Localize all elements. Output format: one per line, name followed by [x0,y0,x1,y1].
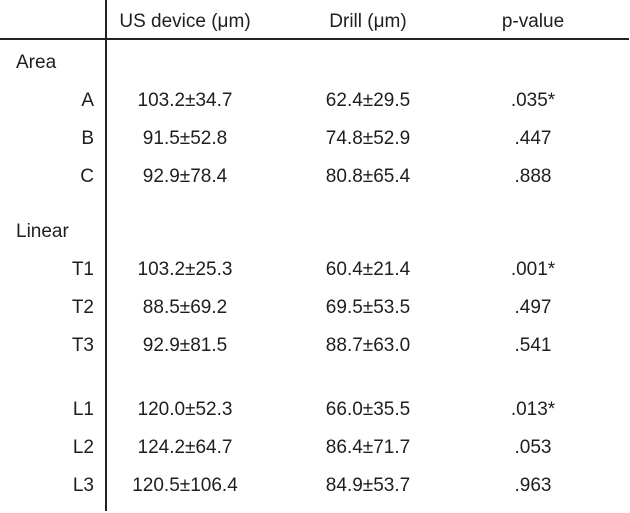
row-label: T2 [71,297,94,318]
cell: 103.2±34.7 [137,90,233,111]
cell: 120.5±106.4 [132,475,238,496]
cell: 60.4±21.4 [325,259,411,280]
cell: 69.5±53.5 [325,297,411,318]
column-header: Drill (μm) [329,11,407,32]
row-label: L3 [72,475,94,496]
cell: 86.4±71.7 [325,437,411,458]
column-header: p-value [501,11,565,32]
row-label: L1 [72,399,94,420]
cell: .053 [514,437,552,458]
cell: 84.9±53.7 [325,475,411,496]
cell: .497 [514,297,552,318]
vertical-rule [105,0,107,511]
cell: 120.0±52.3 [137,399,233,420]
cell: .447 [514,128,552,149]
section-label: Linear [16,221,69,242]
cell: .001* [510,259,556,280]
cell: .888 [514,166,552,187]
row-label: T3 [71,335,94,356]
cell: 66.0±35.5 [325,399,411,420]
cell: .035* [510,90,556,111]
section-label: Area [16,52,57,73]
column-header: US device (μm) [119,11,251,32]
cell: .541 [514,335,552,356]
cell: 74.8±52.9 [325,128,411,149]
cell: 92.9±81.5 [142,335,228,356]
cell: 103.2±25.3 [137,259,233,280]
header-rule [0,38,629,40]
cell: 91.5±52.8 [142,128,228,149]
row-label: L2 [72,437,94,458]
row-label: B [81,128,94,149]
cell: 62.4±29.5 [325,90,411,111]
cell: 124.2±64.7 [137,437,233,458]
cell: 88.7±63.0 [325,335,411,356]
row-label: T1 [71,259,94,280]
cell: .963 [514,475,552,496]
row-label: A [81,90,94,111]
cell: 92.9±78.4 [142,166,228,187]
cell: 88.5±69.2 [142,297,228,318]
cell: 80.8±65.4 [325,166,411,187]
cell: .013* [510,399,556,420]
row-label: C [80,166,94,187]
